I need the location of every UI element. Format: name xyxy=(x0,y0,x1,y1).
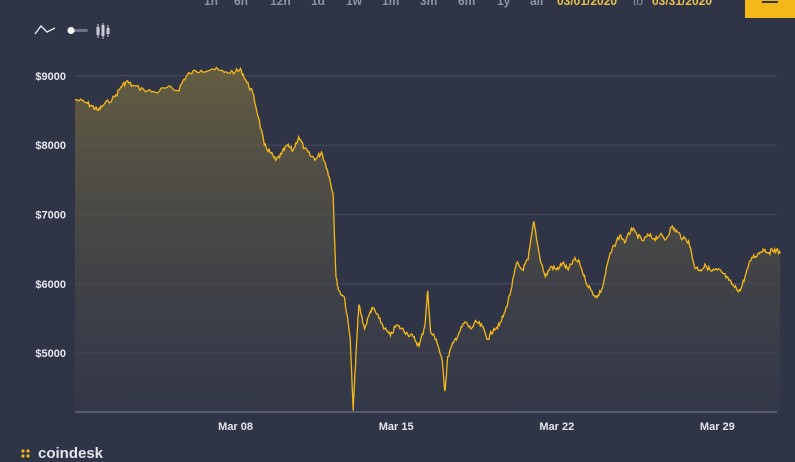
price-line xyxy=(74,66,781,411)
end-date-input[interactable]: 03/31/2020 xyxy=(652,0,713,8)
range-selector-bar: 1h 6h 12h 1d 1w 1m 3m 6m 1y all 03/01/2020 to 03/31/… xyxy=(0,0,795,14)
price-chart: $9000$8000$7000$6000$5000 Mar 08 Mar 15 Ma… xyxy=(35,66,781,433)
brand-name: coindesk xyxy=(38,445,104,462)
y-tick-label: $5000 xyxy=(35,348,66,360)
y-tick-label: $6000 xyxy=(35,279,66,291)
start-date-input[interactable]: 03/01/2020 xyxy=(557,0,618,8)
candlestick-icon[interactable] xyxy=(95,22,111,40)
range-button-6m[interactable]: 6m xyxy=(458,0,476,8)
price-area-fill xyxy=(75,67,781,412)
y-tick-label: $9000 xyxy=(35,71,66,83)
x-tick-label: Mar 08 xyxy=(218,421,253,433)
range-button-6h[interactable]: 6h xyxy=(234,0,249,8)
x-tick-label: Mar 15 xyxy=(379,421,414,433)
x-tick-label: Mar 22 xyxy=(539,421,574,433)
range-button-1d[interactable]: 1d xyxy=(311,0,326,8)
toggle-icon[interactable] xyxy=(66,22,90,38)
y-axis-ticks: $9000 $8000 $7000 $6000 $5000 xyxy=(35,71,66,360)
range-button-1m[interactable]: 1m xyxy=(382,0,400,8)
line-chart-icon[interactable] xyxy=(33,22,57,38)
range-button-all[interactable]: all xyxy=(530,0,544,8)
y-tick-label: $7000 xyxy=(35,209,66,221)
range-button-12h[interactable]: 12h xyxy=(270,0,291,8)
range-button-1h[interactable]: 1h xyxy=(204,0,219,8)
date-range-separator: to xyxy=(633,0,644,8)
y-tick-label: $8000 xyxy=(35,140,66,152)
x-axis-ticks: Mar 08 Mar 15 Mar 22 Mar 29 xyxy=(218,421,735,433)
range-button-1w[interactable]: 1w xyxy=(346,0,363,8)
range-button-3m[interactable]: 3m xyxy=(420,0,438,8)
hamburger-menu-icon xyxy=(762,1,778,3)
x-tick-label: Mar 29 xyxy=(700,421,735,433)
range-button-1y[interactable]: 1y xyxy=(497,0,511,8)
hamburger-menu-button[interactable] xyxy=(745,0,795,18)
coindesk-logo-icon xyxy=(21,449,30,458)
